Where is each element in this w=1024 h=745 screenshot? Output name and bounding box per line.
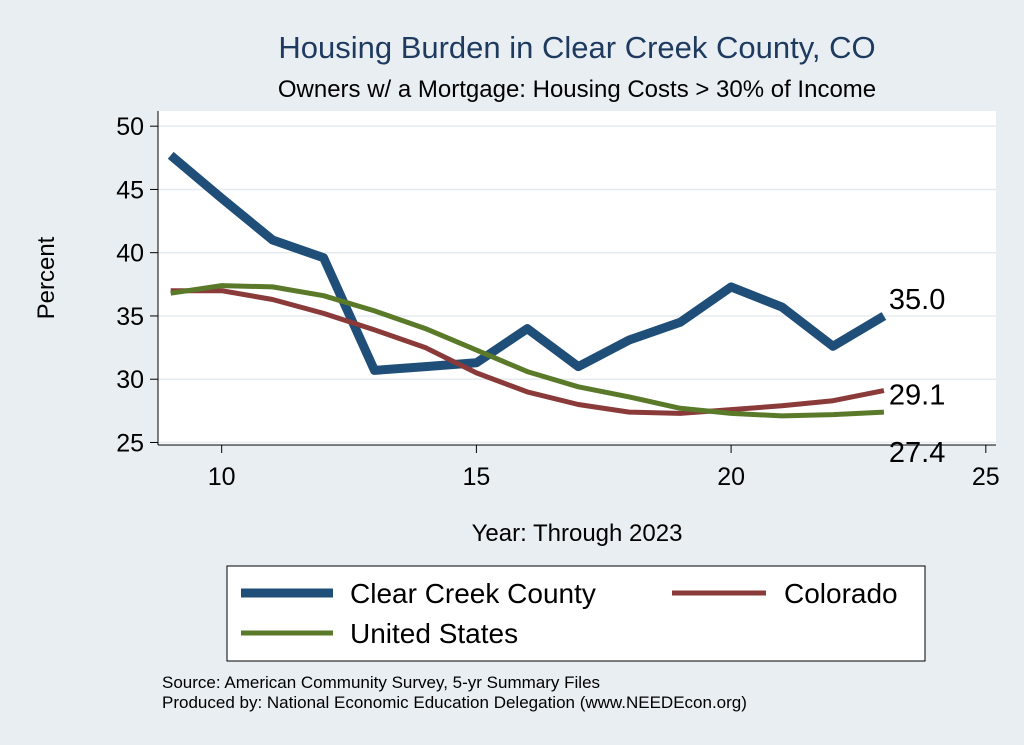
end-label-united-states: 27.4 [889,437,945,469]
series-line-united-states [170,283,885,419]
series-lines [167,151,887,419]
y-axis-label: Percent [33,236,60,319]
y-tick-label-45: 45 [116,176,144,204]
source-note: Source: American Community Survey, 5-yr … [162,673,600,692]
plot-area [158,111,996,445]
end-labels: 35.0 29.1 27.4 [889,284,945,469]
y-tick-label-25: 25 [116,429,144,457]
y-tick-label-30: 30 [116,366,144,394]
x-ticks: 10 15 20 25 [208,445,1000,491]
y-ticks: 25 30 35 40 45 50 [116,113,158,457]
x-tick-label-20: 20 [717,463,745,491]
producer-note: Produced by: National Economic Education… [162,693,747,712]
legend-label-united-states: United States [350,618,518,649]
y-tick-label-40: 40 [116,240,144,268]
y-tick-label-50: 50 [116,113,144,141]
series-line-colorado [170,288,885,416]
y-tick-label-35: 35 [116,303,144,331]
x-tick-label-10: 10 [208,463,236,491]
x-tick-label-25: 25 [972,463,1000,491]
series-line-clear-creek-county [167,151,887,375]
x-tick-label-15: 15 [462,463,490,491]
legend-box [226,565,926,662]
legend: Clear Creek County Colorado United State… [226,565,926,662]
legend-label-clear-creek-county: Clear Creek County [350,578,596,609]
x-axis-label: Year: Through 2023 [472,520,683,547]
end-label-clear-creek-county: 35.0 [889,284,945,316]
chart-title: Housing Burden in Clear Creek County, CO [278,30,875,65]
chart-subtitle: Owners w/ a Mortgage: Housing Costs > 30… [278,76,876,103]
axes [157,111,996,446]
end-label-colorado: 29.1 [889,380,945,412]
legend-label-colorado: Colorado [784,578,898,609]
